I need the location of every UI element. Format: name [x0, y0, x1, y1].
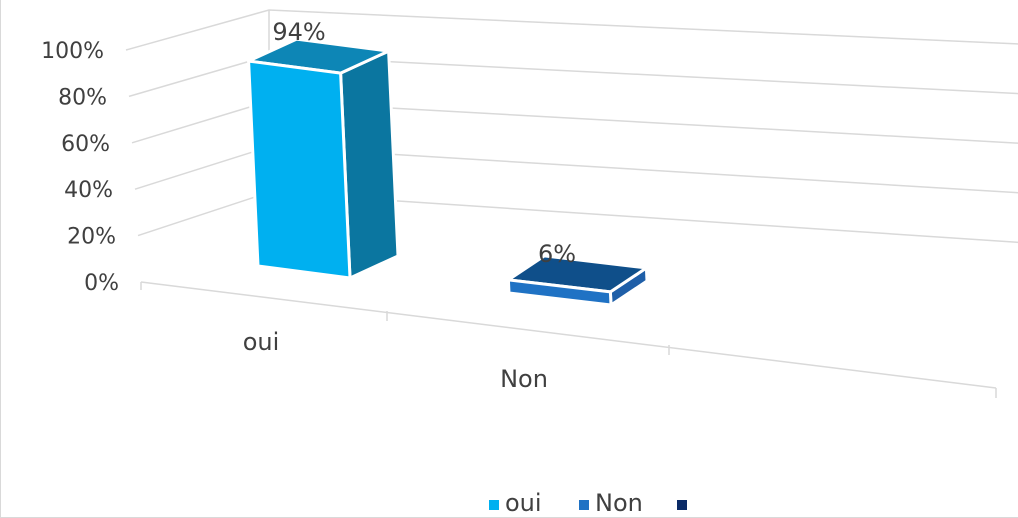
- y-tick-label: 60%: [61, 132, 110, 157]
- category-labels: oui Non: [243, 328, 548, 393]
- legend-label: oui: [505, 489, 542, 517]
- bar-front-non: [506, 278, 613, 307]
- x-axis-line: [140, 281, 997, 389]
- bar-front-oui: [247, 59, 352, 280]
- y-tick-label: 40%: [64, 178, 113, 203]
- data-label: 6%: [538, 240, 576, 268]
- data-labels: 94% 6%: [272, 18, 576, 268]
- legend-swatch: [677, 500, 687, 510]
- y-tick-labels: 0% 20% 40% 60% 80% 100%: [41, 39, 119, 296]
- y-tick-label: 100%: [41, 39, 104, 64]
- category-label: Non: [500, 365, 548, 393]
- y-tick-label: 20%: [67, 225, 116, 250]
- legend: oui Non: [489, 489, 687, 517]
- legend-swatch: [489, 500, 499, 510]
- legend-swatch: [579, 500, 589, 510]
- y-tick-label: 0%: [84, 271, 119, 296]
- y-tick-label: 80%: [58, 85, 107, 110]
- gridline: [125, 9, 1018, 51]
- legend-label: Non: [595, 489, 643, 517]
- bars: [247, 37, 649, 307]
- data-label: 94%: [272, 18, 325, 46]
- category-label: oui: [243, 328, 280, 356]
